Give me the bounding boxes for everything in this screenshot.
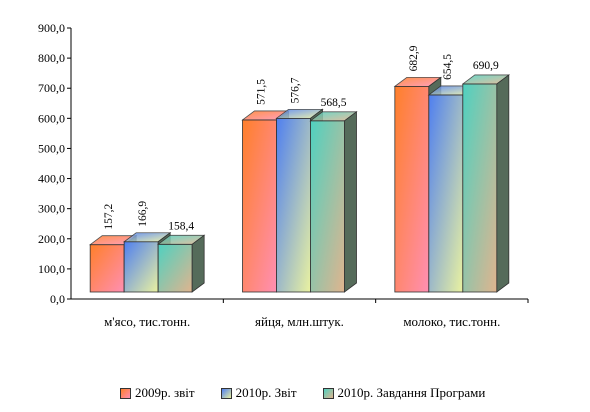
chart-axes: 0,0 100,0 200,0 300,0 400,0 500,0 600,0 700,0 80… — [38, 21, 529, 329]
bar-front-face — [157, 243, 193, 293]
y-tick-label: 900,0 — [38, 21, 65, 35]
data-label: 568,5 — [321, 97, 347, 109]
legend-label: 2010р. Звіт — [235, 385, 297, 400]
legend-item-2010-report: 2010р. Звіт — [220, 385, 297, 401]
legend-label: 2010р. Завдання Програми — [337, 385, 486, 400]
y-tick-label: 0,0 — [50, 292, 65, 306]
data-label: 576,7 — [290, 77, 302, 103]
y-tick-label: 800,0 — [38, 51, 65, 65]
y-tick-label: 100,0 — [38, 262, 65, 276]
y-tick-label: 300,0 — [38, 202, 65, 216]
bar-front-face — [276, 117, 311, 293]
x-category-label: молоко, тис.тонн. — [403, 314, 500, 329]
legend-item-2010-program-target: 2010р. Завдання Програми — [322, 385, 486, 401]
legend-label: 2009р. звіт — [135, 385, 195, 400]
data-label: 571,5 — [256, 79, 268, 105]
bar-chart: 0,0 100,0 200,0 300,0 400,0 500,0 600,0 700,0 80… — [38, 21, 529, 329]
bar-front-face — [462, 83, 498, 293]
bar-front-face — [242, 119, 277, 293]
y-tick-label: 400,0 — [38, 172, 65, 186]
legend-swatch — [120, 387, 131, 399]
y-tick-label: 700,0 — [38, 81, 65, 95]
legend-swatch — [220, 387, 232, 399]
chart-bars — [88, 74, 511, 293]
y-tick-label: 200,0 — [38, 232, 65, 246]
chart-data-labels: 157,2 166,9 158,4 571,5 576,7 568,5 682,9 654,5… — [103, 45, 499, 232]
data-label: 682,9 — [408, 45, 420, 71]
bar — [309, 111, 358, 293]
bar-front-face — [310, 120, 345, 293]
bar — [156, 234, 206, 293]
legend-swatch — [322, 387, 334, 399]
y-tick-label: 500,0 — [38, 141, 65, 155]
bar-front-face — [394, 85, 430, 293]
bar — [461, 74, 511, 293]
x-category-label: яйця, млн.штук. — [255, 314, 344, 329]
x-category-label: м'ясо, тис.тонн. — [104, 314, 190, 329]
chart-legend: 2009р. звіт 2010р. Звіт 2010р. Завдання … — [120, 383, 485, 403]
bar-front-face — [428, 94, 464, 293]
data-label: 654,5 — [442, 54, 454, 80]
bar-side-face — [191, 234, 205, 293]
bar-front-face — [89, 244, 125, 293]
legend-item-2009-report: 2009р. звіт — [120, 385, 195, 401]
data-label: 166,9 — [137, 201, 149, 227]
bar-side-face — [496, 74, 510, 293]
bar-front-face — [123, 241, 159, 293]
bar-side-face — [344, 111, 357, 293]
data-label: 157,2 — [103, 204, 115, 230]
data-label: 690,9 — [473, 60, 499, 72]
y-tick-label: 600,0 — [38, 111, 65, 125]
data-label: 158,4 — [168, 220, 194, 232]
